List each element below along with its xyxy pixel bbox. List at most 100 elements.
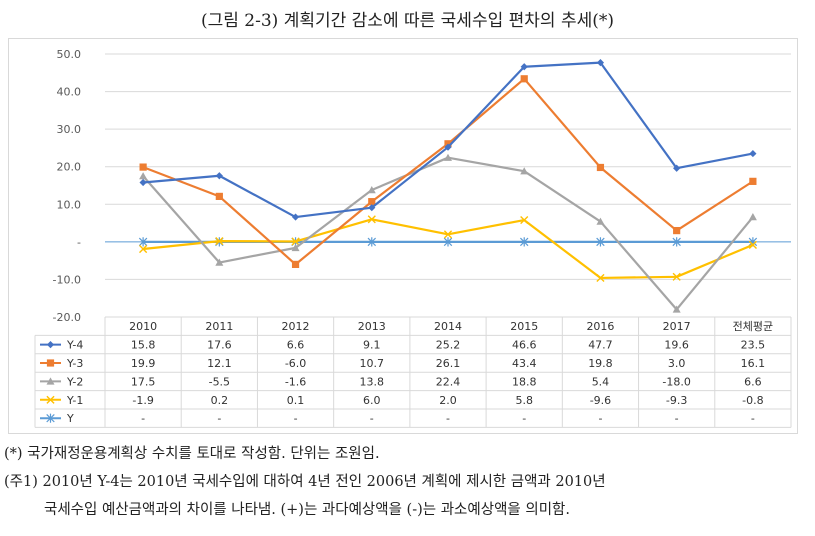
y-tick-label: 50.0	[57, 48, 82, 61]
chart-frame: 50.0 40.0 30.0 20.0 10.0 - -10.0 -20.0 2010 2011 2…	[8, 38, 798, 434]
table-cell-y-3: 12.1	[207, 357, 232, 370]
data-point-y-2	[748, 213, 757, 221]
data-point-y	[367, 237, 377, 247]
table-cell-y: -	[598, 412, 602, 425]
y-tick-label: -10.0	[53, 273, 81, 286]
y-tick-label: -	[77, 236, 81, 249]
legend-marker-y-2	[46, 377, 55, 385]
data-point-y-2	[215, 258, 224, 266]
table-cell-y-1: -0.8	[742, 394, 763, 407]
table-cell-y: -	[217, 412, 221, 425]
category-label: 2015	[510, 320, 538, 333]
table-cell-y-4: 46.6	[512, 339, 537, 352]
y-tick-label: 10.0	[57, 198, 82, 211]
data-point-y-4	[139, 178, 147, 187]
table-cell-y-1: -9.3	[666, 394, 687, 407]
data-point-y-1	[672, 272, 681, 281]
table-cell-y-3: 19.9	[131, 357, 156, 370]
category-label: 2014	[434, 320, 462, 333]
series-line-y-3	[142, 77, 754, 266]
table-cell-y-4: 9.1	[363, 339, 381, 352]
line-chart: 50.0 40.0 30.0 20.0 10.0 - -10.0 -20.0 2010 2011 2…	[34, 48, 792, 428]
category-label: 2013	[358, 320, 386, 333]
category-label: 2010	[129, 320, 157, 333]
table-cell-y-2: 17.5	[131, 375, 156, 388]
data-point-y	[138, 237, 148, 247]
legend-marker-y-3	[46, 359, 55, 367]
table-cell-y-3: 3.0	[668, 357, 686, 370]
legend-label-y: Y	[66, 412, 74, 425]
table-cell-y-4: 17.6	[207, 339, 232, 352]
category-label: 2017	[663, 320, 691, 333]
table-cell-y-2: -1.6	[285, 375, 306, 388]
footnote-1-continued: 국세수입 예산금액과의 차이를 나타냄. (+)는 과다예상액을 (-)는 과소…	[44, 502, 570, 518]
table-cell-y-3: 26.1	[436, 357, 461, 370]
data-point-y-4	[749, 149, 757, 158]
table-cell-y-1: 5.8	[515, 394, 533, 407]
table-cell-y-3: 43.4	[512, 357, 537, 370]
y-tick-label: 40.0	[57, 86, 82, 99]
series-line-y-1	[142, 218, 754, 280]
table-cell-y-4: 19.6	[664, 339, 689, 352]
footnote-1: (주1) 2010년 Y-4는 2010년 국세수입에 대하여 4년 전인 20…	[4, 474, 606, 490]
table-cell-y-2: 5.4	[592, 375, 610, 388]
legend-marker-y-1	[46, 395, 55, 404]
chart-title: (그림 2-3) 계획기간 감소에 따른 국세수입 편차의 추세(*)	[200, 11, 615, 31]
data-point-y-1	[291, 237, 300, 246]
legend-label-y-3: Y-3	[66, 357, 83, 370]
data-point-y	[596, 237, 605, 247]
data-point-y-4	[673, 164, 681, 172]
table-cell-y-1: 0.1	[287, 394, 305, 407]
data-point-y-1	[520, 215, 529, 225]
table-cell-y-3: 19.8	[588, 357, 613, 370]
table-cell-y-2: -5.5	[209, 375, 230, 388]
data-point-y-3	[596, 163, 605, 172]
data-point-y-1	[596, 273, 605, 283]
data-point-y-1	[443, 230, 453, 239]
table-cell-y-1: 0.2	[211, 394, 229, 407]
table-cell-y-3: -6.0	[285, 357, 306, 370]
category-label: 2011	[205, 320, 233, 333]
y-tick-label: 30.0	[57, 123, 82, 136]
data-point-y-4	[291, 213, 300, 221]
table-cell-y-1: 2.0	[439, 394, 457, 407]
data-point-y-2	[520, 167, 529, 175]
footnote-unit: (*) 국가재정운용계획상 수치를 토대로 작성함. 단위는 조원임.	[4, 446, 380, 462]
table-cell-y-1: -9.6	[590, 394, 611, 407]
data-point-y-2	[367, 186, 376, 194]
series-line-y-4	[143, 61, 754, 219]
table-cell-y-4: 6.6	[287, 339, 305, 352]
category-label: 2012	[282, 320, 310, 333]
data-point-y-3	[749, 177, 757, 185]
table-cell-y-1: 6.0	[363, 394, 381, 407]
data-point-y	[519, 237, 529, 247]
table-cell-y: -	[675, 412, 679, 425]
table-cell-y-3: 10.7	[360, 357, 385, 370]
data-point-y-3	[520, 75, 528, 83]
legend-label-y-1: Y-1	[66, 394, 83, 407]
table-cell-y-4: 25.2	[436, 339, 461, 352]
data-point-y-1	[748, 240, 757, 249]
legend-marker-y	[46, 413, 55, 423]
table-cell-y-2: 22.4	[436, 375, 461, 388]
table-cell-y-3: 16.1	[741, 357, 766, 370]
data-point-y-4	[520, 63, 528, 71]
table-cell-y: -	[446, 412, 450, 425]
data-point-y	[672, 237, 681, 247]
legend-label-y-4: Y-4	[66, 339, 83, 352]
data-point-y-3	[291, 260, 300, 268]
data-point-y-1	[215, 237, 224, 246]
data-point-y-2	[596, 217, 605, 225]
y-tick-label: -20.0	[53, 311, 81, 324]
data-point-y-4	[215, 172, 223, 180]
table-cell-y-2: 13.8	[360, 375, 385, 388]
table-cell-y-2: 6.6	[744, 375, 762, 388]
data-point-y-3	[673, 226, 681, 235]
table-cell-y-4: 23.5	[741, 339, 766, 352]
legend-marker-y-4	[46, 341, 55, 349]
legend-label-y-2: Y-2	[66, 375, 83, 388]
data-point-y-2	[139, 172, 148, 180]
data-point-y-4	[444, 143, 452, 151]
table-cell-y-4: 47.7	[588, 339, 613, 352]
data-point-y-4	[596, 59, 605, 67]
